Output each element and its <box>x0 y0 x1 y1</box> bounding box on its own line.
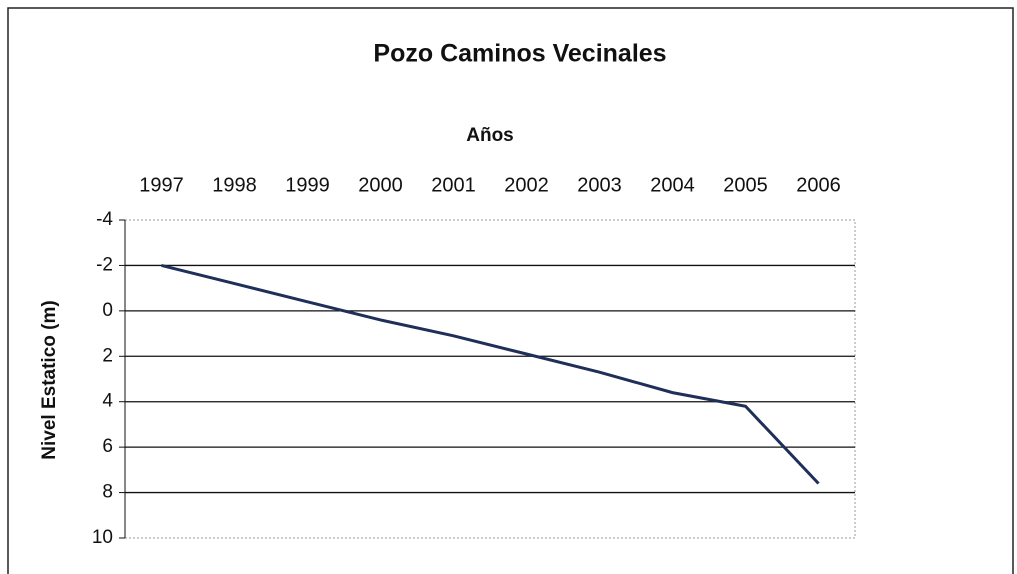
chart-title: Pozo Caminos Vecinales <box>373 40 666 68</box>
x-tick-label: 1999 <box>285 174 330 196</box>
x-tick-label: 2000 <box>358 174 403 196</box>
y-tick-label: 10 <box>92 527 113 548</box>
y-tick-label: 6 <box>102 436 113 457</box>
x-tick-label: 1998 <box>212 174 257 196</box>
frame <box>7 7 1014 574</box>
x-tick-label: 2002 <box>504 174 549 196</box>
plot-area <box>124 219 856 539</box>
y-tick-label: 2 <box>102 345 113 366</box>
y-tick-label: 0 <box>102 300 113 321</box>
data-line <box>161 263 820 485</box>
x-axis-title: Años <box>466 125 514 146</box>
y-tick-label: 4 <box>102 391 113 412</box>
x-tick-label: 2005 <box>723 174 768 196</box>
x-tick-label: 2003 <box>577 174 622 196</box>
y-tick-label: 8 <box>102 482 113 503</box>
x-tick-label: 2004 <box>650 174 695 196</box>
x-tick-label: 2006 <box>796 174 841 196</box>
x-tick-label: 2001 <box>431 174 476 196</box>
y-tick-label: -4 <box>96 209 113 230</box>
y-tick-label: -2 <box>96 254 113 275</box>
x-tick-label: 1997 <box>139 174 184 196</box>
y-axis-title: Nivel Estatico (m) <box>39 300 60 459</box>
